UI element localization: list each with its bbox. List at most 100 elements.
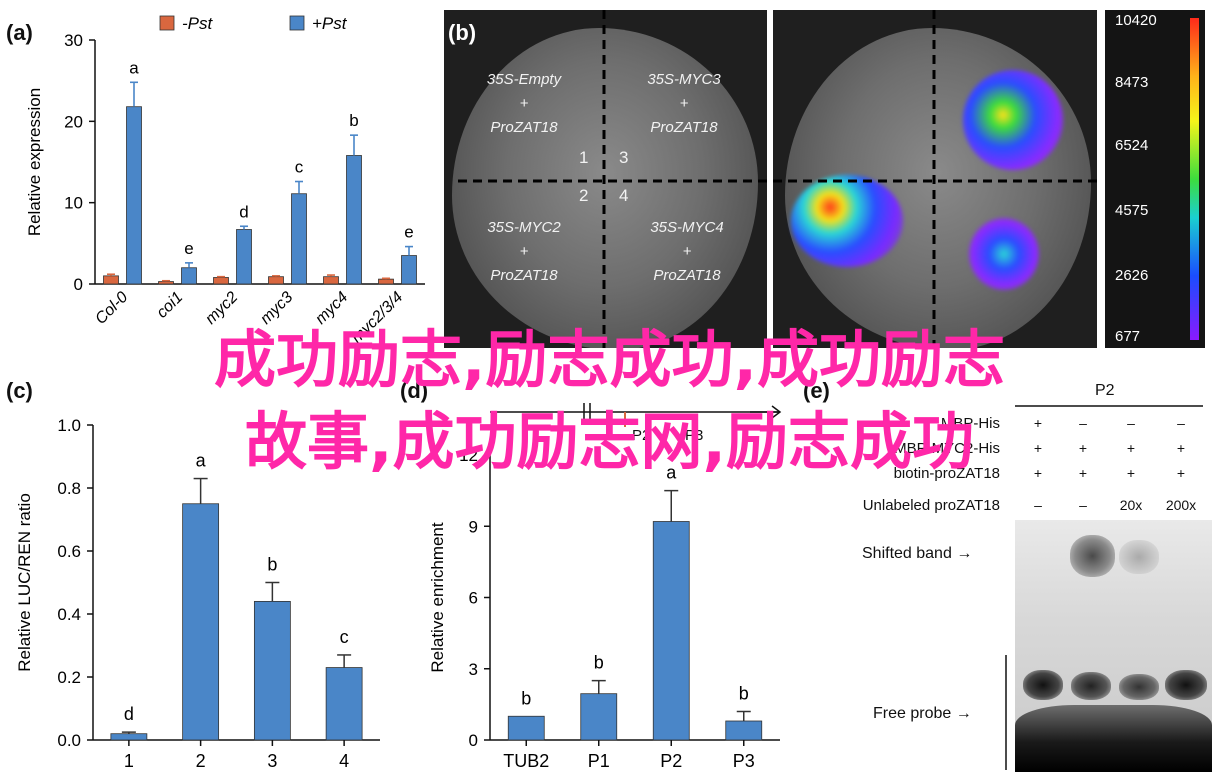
bar (401, 255, 417, 285)
y-axis-label: Relative expression (25, 88, 44, 236)
promoter-diagram (490, 403, 782, 427)
condition-cell: + (1126, 440, 1136, 456)
condition-cell: + (1033, 415, 1043, 431)
overlay-line-1: 成功励志,励志成功,成功励志 (213, 323, 1006, 396)
leaf-photo-luminescence (773, 10, 1097, 348)
y-tick-label: 0.2 (57, 668, 81, 687)
quadrant-number-3: 3 (619, 148, 629, 167)
condition-cell: – (1079, 497, 1087, 513)
scale-tick: 10420 (1115, 12, 1157, 29)
significance-letter: d (124, 704, 134, 724)
bar (580, 693, 618, 741)
legend-swatch (159, 15, 175, 31)
bar (213, 277, 229, 285)
quadrant-number-2: 2 (579, 186, 589, 205)
arrow-right-icon: → (956, 545, 973, 562)
panel-c-label: (c) (6, 378, 33, 403)
significance-letter: b (267, 555, 277, 575)
y-tick-label: 0 (74, 275, 83, 294)
x-tick-label: TUB2 (503, 751, 549, 771)
y-tick-label: 0.0 (57, 731, 81, 750)
x-tick-label: 1 (124, 751, 134, 771)
emsa-gel-image (1015, 520, 1212, 772)
quadrant-4-label: 35S-MYC4 + ProZAT18 (650, 219, 724, 284)
condition-row-label: MBP-MYC2-His (894, 440, 1000, 457)
bar (253, 600, 291, 741)
y-axis-label: Relative enrichment (428, 522, 447, 673)
scale-tick: 6524 (1115, 137, 1149, 154)
x-tick-label: Col-0 (92, 289, 131, 328)
scale-tick: 8473 (1115, 74, 1149, 91)
diagram-label-p2: P2 (632, 427, 651, 444)
y-tick-label: 0.6 (57, 542, 81, 561)
significance-letter: e (404, 223, 413, 242)
condition-row-label: MBP-His (940, 415, 1000, 432)
overlay-line-2: 故事,成功励志网,励志成功 (244, 405, 975, 478)
significance-letter: c (295, 158, 304, 177)
scale-tick: 4575 (1115, 202, 1149, 219)
quadrant-1-label: 35S-Empty + ProZAT18 (486, 71, 562, 136)
significance-letter: b (739, 684, 749, 704)
x-tick-label: P2 (660, 751, 682, 771)
probe-band (1023, 670, 1063, 700)
condition-cell: + (1078, 465, 1088, 481)
free-probe-bracket (1005, 655, 1007, 770)
condition-cell: + (1176, 440, 1186, 456)
condition-cell: + (1126, 465, 1136, 481)
y-tick-label: 0.4 (57, 605, 81, 624)
y-tick-label: 12 (459, 446, 478, 465)
condition-row-label: Unlabeled proZAT18 (862, 497, 1000, 514)
bar (236, 229, 252, 285)
significance-letter: a (666, 463, 677, 483)
bar (103, 275, 119, 285)
condition-cell: + (1033, 465, 1043, 481)
color-gradient (1190, 18, 1199, 340)
condition-cell: – (1079, 415, 1087, 431)
legend-swatch (289, 15, 305, 31)
probe-band (1119, 674, 1159, 700)
panel-e-label: (e) (803, 378, 830, 403)
quadrant-3-label: 35S-MYC3 + ProZAT18 (647, 71, 721, 136)
y-tick-label: 3 (469, 660, 478, 679)
bar (291, 193, 307, 285)
panel-d-chart: 0 3 6 9 12 Relative enrichment b TUB2 b P1 a P2 b P3 (428, 446, 780, 771)
probe-header-line (1015, 405, 1203, 407)
bar (182, 503, 220, 741)
quadrant-2-label: 35S-MYC2 + ProZAT18 (487, 219, 561, 284)
panel-d-label: (d) (400, 378, 429, 403)
condition-cell: – (1127, 415, 1135, 431)
x-tick-label: 2 (196, 751, 206, 771)
bar (325, 667, 363, 741)
panel-c-chart: 0.0 0.2 0.4 0.6 0.8 1.0 Relative LUC/REN ratio… (15, 416, 380, 771)
x-tick-label: myc2 (202, 289, 241, 328)
free-probe-smear (1015, 705, 1212, 772)
y-tick-label: 6 (469, 589, 478, 608)
bar (110, 733, 148, 741)
scale-tick: 677 (1115, 328, 1141, 345)
signal-blob-myc3 (963, 70, 1063, 170)
bar (126, 106, 142, 285)
luminescence-scale-bar: 10420 8473 6524 4575 2626 677 (1105, 10, 1205, 348)
x-tick-label: 3 (267, 751, 277, 771)
free-probe-label: Free probe → (873, 705, 972, 722)
x-tick-label: coi1 (154, 289, 187, 322)
y-tick-label: 0 (469, 731, 478, 750)
quadrant-number-4: 4 (619, 186, 629, 205)
arrow-right-icon: → (955, 705, 972, 722)
diagram-label-p3: P3 (685, 427, 704, 444)
bar (725, 720, 763, 741)
quadrant-number-1: 1 (579, 148, 589, 167)
legend-label: +Pst (312, 14, 348, 33)
condition-cell: 20x (1119, 497, 1143, 513)
significance-letter: c (340, 627, 349, 647)
x-tick-label: P1 (588, 751, 610, 771)
significance-letter: b (594, 653, 604, 673)
bar (181, 267, 197, 285)
panel-b-label: (b) (448, 20, 477, 45)
y-tick-label: 20 (64, 112, 83, 131)
condition-cell: + (1033, 440, 1043, 456)
bar (323, 276, 339, 285)
bar (268, 276, 284, 285)
y-tick-label: 30 (64, 31, 83, 50)
x-tick-label: myc4 (312, 289, 351, 328)
